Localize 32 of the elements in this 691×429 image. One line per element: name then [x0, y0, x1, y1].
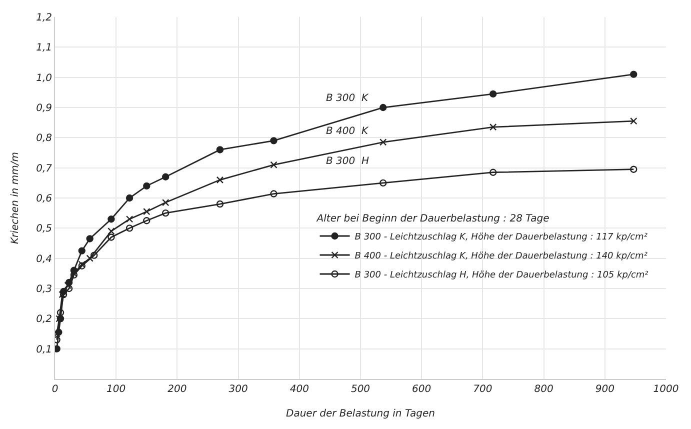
x-tick-label: 200 [168, 384, 187, 395]
legend-label: B 400 - Leichtzuschlag K, Höhe der Dauerbelastung : 140 kp/cm² [354, 252, 648, 262]
x-tick-label: 800 [534, 384, 554, 395]
legend-label: B 300 - Leichtzuschlag K, Höhe der Dauerbelastung : 117 kp/cm² [354, 232, 648, 243]
x-tick-label: 0 [52, 384, 58, 395]
y-tick-label: 1,0 [36, 72, 52, 84]
y-tick-label: 0,4 [36, 254, 52, 265]
x-tick-label: 300 [228, 384, 248, 395]
y-tick-label: 0,2 [36, 314, 52, 326]
y-tick-label: 0,7 [36, 163, 53, 174]
legend-title: Alter bei Beginn der Dauerbelastung : 28 Tage [316, 214, 550, 224]
x-tick-label: 900 [595, 384, 614, 395]
x-tick-label: 400 [290, 384, 309, 395]
x-axis-title: Dauer der Belastung in Tagen [286, 408, 435, 420]
y-tick-label: 0,3 [36, 284, 52, 295]
x-tick-label: 600 [412, 384, 432, 395]
y-tick-label: 0,9 [36, 103, 52, 114]
annotation: B 400 K [326, 126, 370, 137]
y-axis-title: Kriechen in mm/m [10, 152, 22, 244]
y-tick-label: 0,6 [36, 194, 52, 204]
y-tick-label: 1,1 [36, 42, 52, 54]
annotation: B 300 K [326, 93, 370, 104]
x-tick-label: 100 [106, 384, 126, 395]
y-tick-label: 0,1 [36, 344, 52, 356]
y-tick-label: 0,8 [36, 133, 52, 144]
x-tick-label: 700 [473, 384, 492, 395]
x-tick-label: 500 [350, 384, 370, 395]
y-tick-label: 1,2 [36, 12, 52, 24]
annotation: B 300 H [326, 156, 370, 167]
legend-label: B 300 - Leichtzuschlag H, Höhe der Dauerbelastung : 105 kp/cm² [354, 270, 649, 281]
y-tick-label: 0,5 [36, 224, 52, 235]
x-tick-label: 1000 [653, 384, 679, 395]
